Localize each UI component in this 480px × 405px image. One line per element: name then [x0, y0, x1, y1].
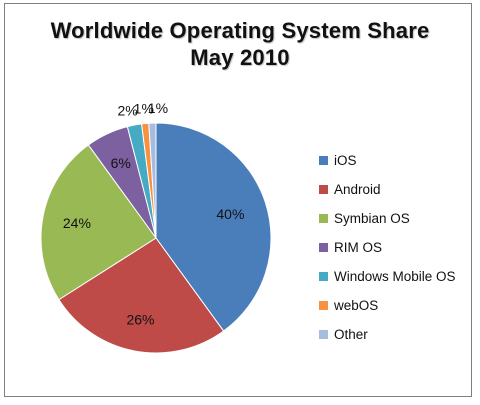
data-label-android: 26%	[126, 311, 154, 327]
legend-label: Windows Mobile OS	[334, 269, 456, 284]
legend-label: RIM OS	[334, 240, 383, 255]
legend-swatch	[319, 272, 328, 281]
legend-label: Android	[334, 182, 381, 197]
pie-slice-symbian-os	[40, 144, 157, 301]
data-label-other: 1%	[148, 100, 168, 116]
data-label-webos: 1%	[134, 101, 154, 117]
legend-swatch	[319, 185, 328, 194]
legend-item-other: Other	[319, 320, 456, 349]
chart-legend: iOS Android Symbian OS RIM OS Windows Mobile…	[319, 146, 456, 349]
pie-slice-other	[148, 122, 157, 239]
data-label-windows-mobile-os: 2%	[117, 102, 137, 118]
pie-slice-android	[58, 237, 225, 354]
data-label-rim-os: 6%	[111, 155, 131, 171]
legend-label: Other	[334, 327, 368, 342]
legend-swatch	[319, 214, 328, 223]
legend-item-rim-os: RIM OS	[319, 233, 456, 262]
legend-item-webos: webOS	[319, 291, 456, 320]
legend-swatch	[319, 243, 328, 252]
legend-swatch	[319, 156, 328, 165]
legend-label: iOS	[334, 153, 357, 168]
legend-swatch	[319, 330, 328, 339]
chart-subtitle: May 2010	[190, 45, 290, 70]
legend-label: Symbian OS	[334, 211, 410, 226]
data-label-symbian-os: 24%	[63, 215, 91, 231]
data-label-ios: 40%	[216, 206, 244, 222]
legend-item-windows-mobile-os: Windows Mobile OS	[319, 262, 456, 291]
legend-item-symbian-os: Symbian OS	[319, 204, 456, 233]
pie-slice-ios	[155, 122, 272, 332]
legend-item-ios: iOS	[319, 146, 456, 175]
legend-item-android: Android	[319, 175, 456, 204]
legend-label: webOS	[334, 298, 379, 313]
legend-swatch	[319, 301, 328, 310]
chart-title: Worldwide Operating System Share	[50, 18, 430, 43]
